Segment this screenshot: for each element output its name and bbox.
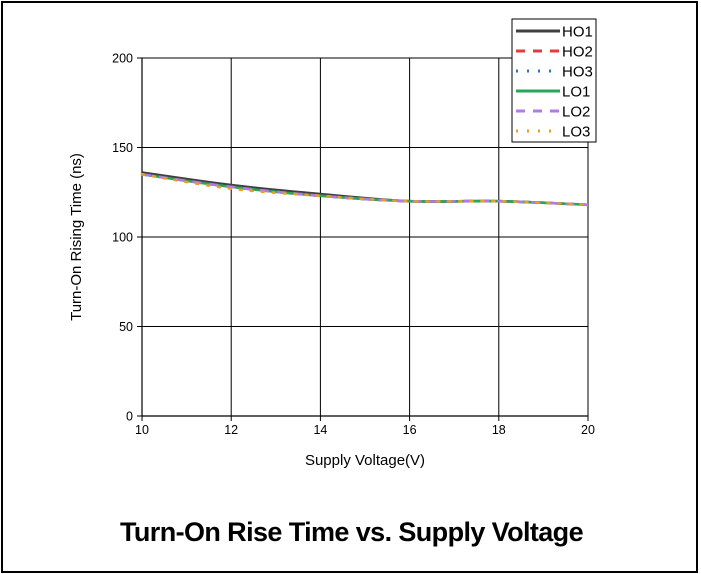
x-tick-label: 12 bbox=[224, 423, 238, 437]
x-tick-label: 18 bbox=[492, 423, 506, 437]
legend-label-lo2: LO2 bbox=[562, 104, 590, 121]
legend-label-lo3: LO3 bbox=[562, 124, 590, 141]
legend-label-ho3: HO3 bbox=[562, 64, 593, 81]
legend: HO1 HO2 HO3 LO1 LO2 LO3 bbox=[511, 18, 597, 143]
x-tick-label: 10 bbox=[135, 423, 149, 437]
series-lines bbox=[140, 171, 590, 207]
y-tick-label: 150 bbox=[112, 141, 133, 155]
y-tick-label: 200 bbox=[112, 52, 133, 66]
x-tick-label: 20 bbox=[581, 423, 595, 437]
legend-label-ho1: HO1 bbox=[562, 24, 593, 41]
legend-box bbox=[511, 18, 597, 143]
x-tick-label: 16 bbox=[403, 423, 417, 437]
y-tick-label: 50 bbox=[119, 320, 133, 334]
series-line-lo2 bbox=[141, 173, 589, 207]
y-tick-label: 0 bbox=[126, 410, 133, 424]
y-tick-label: 100 bbox=[112, 231, 133, 245]
x-tick-label: 14 bbox=[313, 423, 327, 437]
legend-label-lo1: LO1 bbox=[562, 84, 590, 101]
x-axis-label: Supply Voltage(V) bbox=[305, 452, 425, 469]
chart-caption: Turn-On Rise Time vs. Supply Voltage bbox=[120, 517, 584, 547]
y-axis-label: Turn-On Rising Time (ns) bbox=[68, 153, 85, 321]
legend-label-ho2: HO2 bbox=[562, 44, 593, 61]
axes bbox=[137, 57, 589, 421]
